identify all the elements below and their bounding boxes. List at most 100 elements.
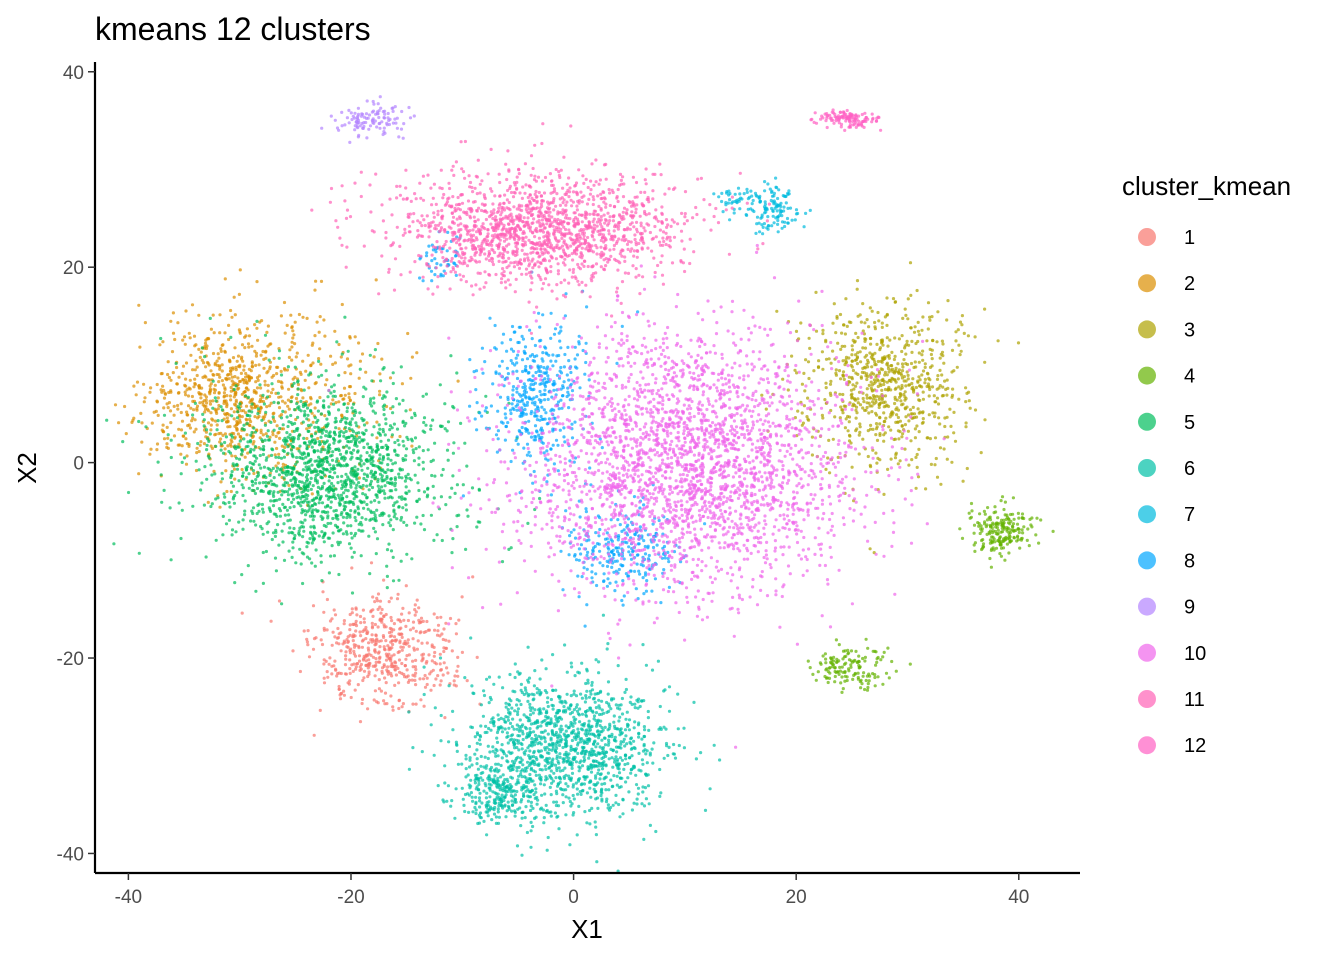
- point-cluster-3: [964, 400, 968, 404]
- point-cluster-5: [231, 484, 235, 488]
- point-cluster-1: [336, 636, 341, 640]
- point-cluster-2: [259, 353, 263, 357]
- point-cluster-4: [988, 529, 993, 533]
- point-cluster-1: [352, 645, 357, 649]
- point-cluster-2: [348, 385, 353, 389]
- point-cluster-2: [346, 402, 350, 406]
- point-cluster-2: [299, 387, 303, 392]
- point-cluster-5: [295, 455, 299, 460]
- point-cluster-3: [894, 380, 898, 384]
- point-cluster-3: [935, 387, 939, 391]
- point-cluster-4: [980, 538, 984, 543]
- point-cluster-5: [335, 340, 339, 344]
- point-cluster-6: [621, 812, 625, 816]
- point-cluster-2: [277, 406, 282, 410]
- point-cluster-3: [841, 359, 845, 363]
- point-cluster-2: [179, 428, 184, 432]
- point-cluster-2: [188, 378, 192, 382]
- point-cluster-2: [236, 432, 240, 436]
- point-cluster-5: [310, 561, 314, 565]
- point-cluster-6: [487, 701, 491, 705]
- point-cluster-3: [916, 320, 920, 324]
- point-cluster-5: [249, 466, 253, 470]
- point-cluster-3: [870, 309, 874, 313]
- point-cluster-3: [996, 339, 1000, 343]
- point-cluster-5: [326, 395, 330, 399]
- point-cluster-2: [195, 365, 199, 369]
- point-cluster-2: [301, 396, 305, 400]
- point-cluster-5: [384, 422, 388, 426]
- point-cluster-2: [199, 440, 203, 444]
- point-cluster-4: [1010, 524, 1015, 529]
- point-cluster-3: [917, 351, 921, 355]
- point-cluster-2: [341, 397, 345, 401]
- point-cluster-2: [236, 354, 241, 358]
- point-cluster-5: [327, 495, 331, 499]
- point-cluster-2: [204, 338, 208, 342]
- point-cluster-2: [290, 340, 294, 344]
- point-cluster-4: [894, 669, 898, 673]
- point-cluster-3: [949, 424, 953, 428]
- point-cluster-2: [246, 374, 250, 378]
- point-cluster-5: [332, 509, 336, 513]
- point-cluster-5: [317, 455, 321, 459]
- point-cluster-6: [645, 761, 649, 765]
- point-cluster-6: [637, 721, 641, 725]
- point-cluster-1: [455, 669, 459, 673]
- point-cluster-1: [400, 612, 404, 616]
- point-cluster-2: [195, 451, 199, 455]
- point-cluster-4: [849, 663, 853, 667]
- point-cluster-5: [392, 509, 396, 514]
- point-cluster-6: [600, 797, 604, 801]
- point-cluster-5: [251, 506, 256, 510]
- point-cluster-5: [385, 586, 389, 590]
- point-cluster-2: [244, 378, 248, 383]
- point-cluster-5: [392, 422, 396, 426]
- point-cluster-3: [983, 418, 987, 422]
- point-cluster-6: [644, 752, 648, 756]
- point-cluster-5: [440, 538, 444, 543]
- point-cluster-5: [237, 457, 242, 461]
- point-cluster-6: [558, 755, 562, 760]
- point-cluster-2: [218, 313, 222, 317]
- point-cluster-5: [272, 400, 276, 404]
- point-cluster-3: [890, 364, 894, 368]
- point-cluster-2: [191, 399, 195, 403]
- point-cluster-5: [266, 438, 271, 442]
- point-cluster-5: [292, 526, 296, 531]
- point-cluster-5: [444, 503, 448, 507]
- point-cluster-2: [220, 369, 224, 373]
- point-cluster-5: [349, 485, 353, 489]
- point-cluster-1: [347, 682, 351, 686]
- point-cluster-3: [869, 380, 873, 384]
- point-cluster-4: [1008, 540, 1012, 544]
- point-cluster-6: [478, 735, 483, 739]
- point-cluster-3: [897, 337, 902, 341]
- point-cluster-5: [440, 473, 444, 477]
- point-cluster-3: [876, 359, 881, 364]
- point-cluster-6: [594, 797, 598, 801]
- point-cluster-1: [385, 668, 389, 672]
- point-cluster-6: [536, 749, 541, 753]
- point-cluster-3: [844, 417, 848, 421]
- point-cluster-2: [113, 403, 118, 407]
- point-cluster-5: [169, 455, 173, 460]
- point-cluster-6: [469, 778, 473, 782]
- point-cluster-5: [274, 455, 278, 459]
- point-cluster-3: [961, 479, 965, 483]
- point-cluster-1: [444, 638, 448, 642]
- point-cluster-6: [564, 724, 568, 728]
- point-cluster-1: [452, 683, 456, 687]
- point-cluster-6: [515, 703, 519, 707]
- point-cluster-2: [169, 319, 173, 323]
- point-cluster-1: [362, 620, 366, 624]
- point-cluster-2: [353, 335, 357, 339]
- point-cluster-5: [413, 413, 417, 418]
- point-cluster-6: [556, 782, 560, 786]
- point-cluster-3: [917, 430, 921, 434]
- point-cluster-6: [602, 777, 606, 781]
- point-cluster-5: [331, 516, 335, 521]
- point-cluster-2: [216, 407, 220, 411]
- point-cluster-6: [546, 696, 550, 700]
- point-cluster-3: [954, 339, 958, 343]
